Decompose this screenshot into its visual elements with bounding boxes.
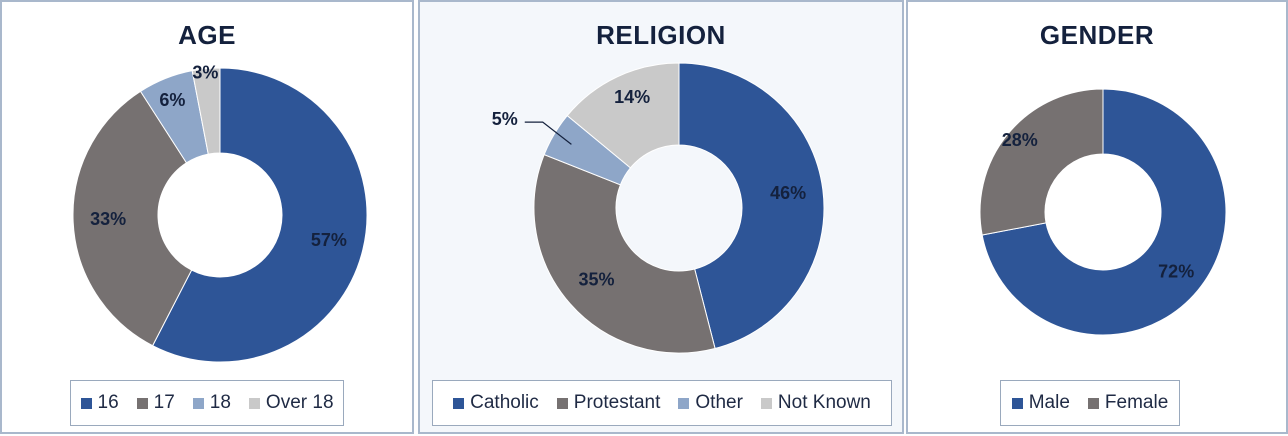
religion-slice-not-known: [566, 62, 680, 169]
gender-donut-chart: 72% 28%: [979, 88, 1227, 336]
legend-swatch: [248, 397, 260, 409]
age-chart-panel: 57% 33% 6% 3% AGE 16 17 18 Over 18: [0, 0, 414, 434]
age-slice-16: [151, 67, 368, 363]
legend-swatch: [80, 397, 92, 409]
age-label-17: 33%: [90, 209, 126, 229]
age-legend-item-17: 17: [136, 392, 175, 414]
legend-label: Other: [695, 392, 743, 413]
age-legend-item-over-18: Over 18: [248, 392, 334, 414]
age-slice-over-18: [191, 67, 221, 155]
religion-label-protestant: 35%: [578, 269, 614, 289]
religion-legend-item-catholic: Catholic: [453, 392, 539, 414]
legend-swatch: [1011, 397, 1023, 409]
gender-legend-item-male: Male: [1011, 392, 1070, 414]
legend-label: Male: [1028, 392, 1070, 413]
legend-label: Not Known: [777, 392, 871, 413]
religion-label-other: 5%: [492, 109, 518, 129]
legend-swatch: [760, 397, 772, 409]
gender-chart-panel: 72% 28% GENDER Male Female: [906, 0, 1288, 434]
religion-legend-item-not-known: Not Known: [760, 392, 871, 414]
legend-label: 18: [209, 392, 231, 413]
gender-slice-female: [979, 88, 1104, 236]
religion-chart-title: RELIGION: [596, 20, 726, 50]
religion-other-leader-line: [524, 121, 572, 145]
religion-label-not-known: 14%: [614, 87, 650, 107]
age-label-16: 57%: [311, 230, 347, 250]
religion-slice-protestant: [533, 153, 716, 354]
gender-legend: Male Female: [1000, 380, 1180, 426]
legend-swatch: [192, 397, 204, 409]
legend-label: 17: [153, 392, 175, 413]
age-label-18: 6%: [159, 90, 185, 110]
religion-slice-catholic: [678, 62, 825, 350]
legend-label: Female: [1104, 392, 1169, 413]
legend-swatch: [453, 397, 465, 409]
religion-donut-chart: 46% 35% 5% 14%: [492, 62, 825, 354]
gender-label-male: 72%: [1158, 261, 1194, 281]
legend-swatch: [678, 397, 690, 409]
age-donut-chart: 57% 33% 6% 3%: [72, 62, 368, 363]
age-label-over-18: 3%: [192, 62, 218, 82]
religion-chart-panel: 46% 35% 5% 14% RELIGION Catholic Protestant O…: [418, 0, 904, 434]
legend-label: 16: [97, 392, 119, 413]
legend-swatch: [556, 397, 568, 409]
religion-legend: Catholic Protestant Other Not Known: [432, 380, 892, 426]
legend-swatch: [1087, 397, 1099, 409]
legend-swatch: [136, 397, 148, 409]
legend-label: Catholic: [470, 392, 539, 413]
religion-legend-item-other: Other: [678, 392, 743, 414]
gender-chart-title: GENDER: [1039, 20, 1155, 50]
age-slice-17: [72, 90, 193, 347]
legend-label: Protestant: [573, 392, 661, 413]
gender-legend-item-female: Female: [1087, 392, 1169, 414]
religion-label-catholic: 46%: [770, 183, 806, 203]
gender-slice-male: [981, 88, 1227, 336]
age-legend-item-18: 18: [192, 392, 231, 414]
age-legend: 16 17 18 Over 18: [70, 380, 344, 426]
legend-label: Over 18: [265, 392, 334, 413]
gender-label-female: 28%: [1002, 130, 1038, 150]
religion-legend-item-protestant: Protestant: [556, 392, 661, 414]
age-chart-title: AGE: [178, 20, 236, 50]
age-legend-item-16: 16: [80, 392, 119, 414]
